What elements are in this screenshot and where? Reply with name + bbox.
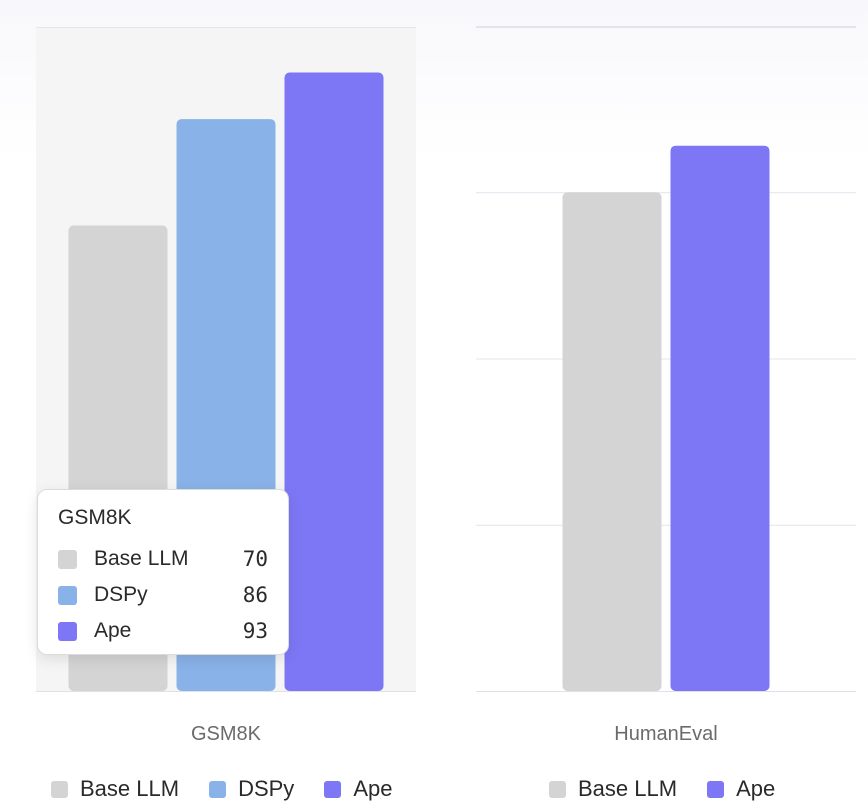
chart-tooltip: GSM8K Base LLM 70 DSPy 86 Ape 93: [37, 489, 289, 655]
legend-swatch-base-llm: [549, 780, 566, 798]
x-tick-label-gsm8k: GSM8K: [191, 723, 262, 745]
legend-item-ape[interactable]: Ape: [324, 776, 392, 802]
bar-gsm8k-ape[interactable]: [284, 72, 384, 692]
tooltip-label: Base LLM: [94, 547, 189, 570]
x-tick-label-humaneval: HumanEval: [614, 723, 717, 745]
legend-label: Ape: [353, 776, 393, 801]
legend-item-ape[interactable]: Ape: [707, 776, 775, 802]
tooltip-row: Base LLM 70: [58, 541, 268, 577]
tooltip-swatch-base-llm: [58, 549, 77, 569]
legend-item-dspy[interactable]: DSPy: [209, 776, 294, 802]
legend-label: Ape: [736, 776, 776, 801]
legend-humaneval: Base LLM Ape: [549, 776, 775, 802]
legend-swatch-base-llm: [51, 780, 68, 798]
legend-item-base-llm[interactable]: Base LLM: [549, 776, 677, 802]
tooltip-value: 86: [242, 583, 268, 607]
tooltip-label: DSPy: [94, 583, 148, 606]
tooltip-value: 70: [242, 547, 268, 571]
tooltip-row: Ape 93: [58, 613, 268, 649]
tooltip-value: 93: [242, 619, 268, 643]
legend-swatch-ape: [707, 780, 725, 798]
bar-humaneval-ape[interactable]: [670, 145, 770, 691]
legend-swatch-ape: [324, 780, 342, 798]
legend-swatch-dspy: [209, 780, 227, 798]
legend-item-base-llm[interactable]: Base LLM: [51, 776, 179, 802]
bar-humaneval-base-llm[interactable]: [562, 192, 662, 691]
tooltip-title: GSM8K: [58, 506, 132, 529]
legend-gsm8k: Base LLM DSPy Ape: [51, 776, 392, 802]
tooltip-row: DSPy 86: [58, 577, 268, 613]
legend-label: Base LLM: [578, 776, 678, 801]
legend-label: Base LLM: [80, 776, 180, 801]
tooltip-label: Ape: [94, 619, 132, 642]
tooltip-swatch-ape: [58, 621, 77, 641]
legend-label: DSPy: [238, 776, 295, 801]
tooltip-swatch-dspy: [58, 585, 77, 605]
